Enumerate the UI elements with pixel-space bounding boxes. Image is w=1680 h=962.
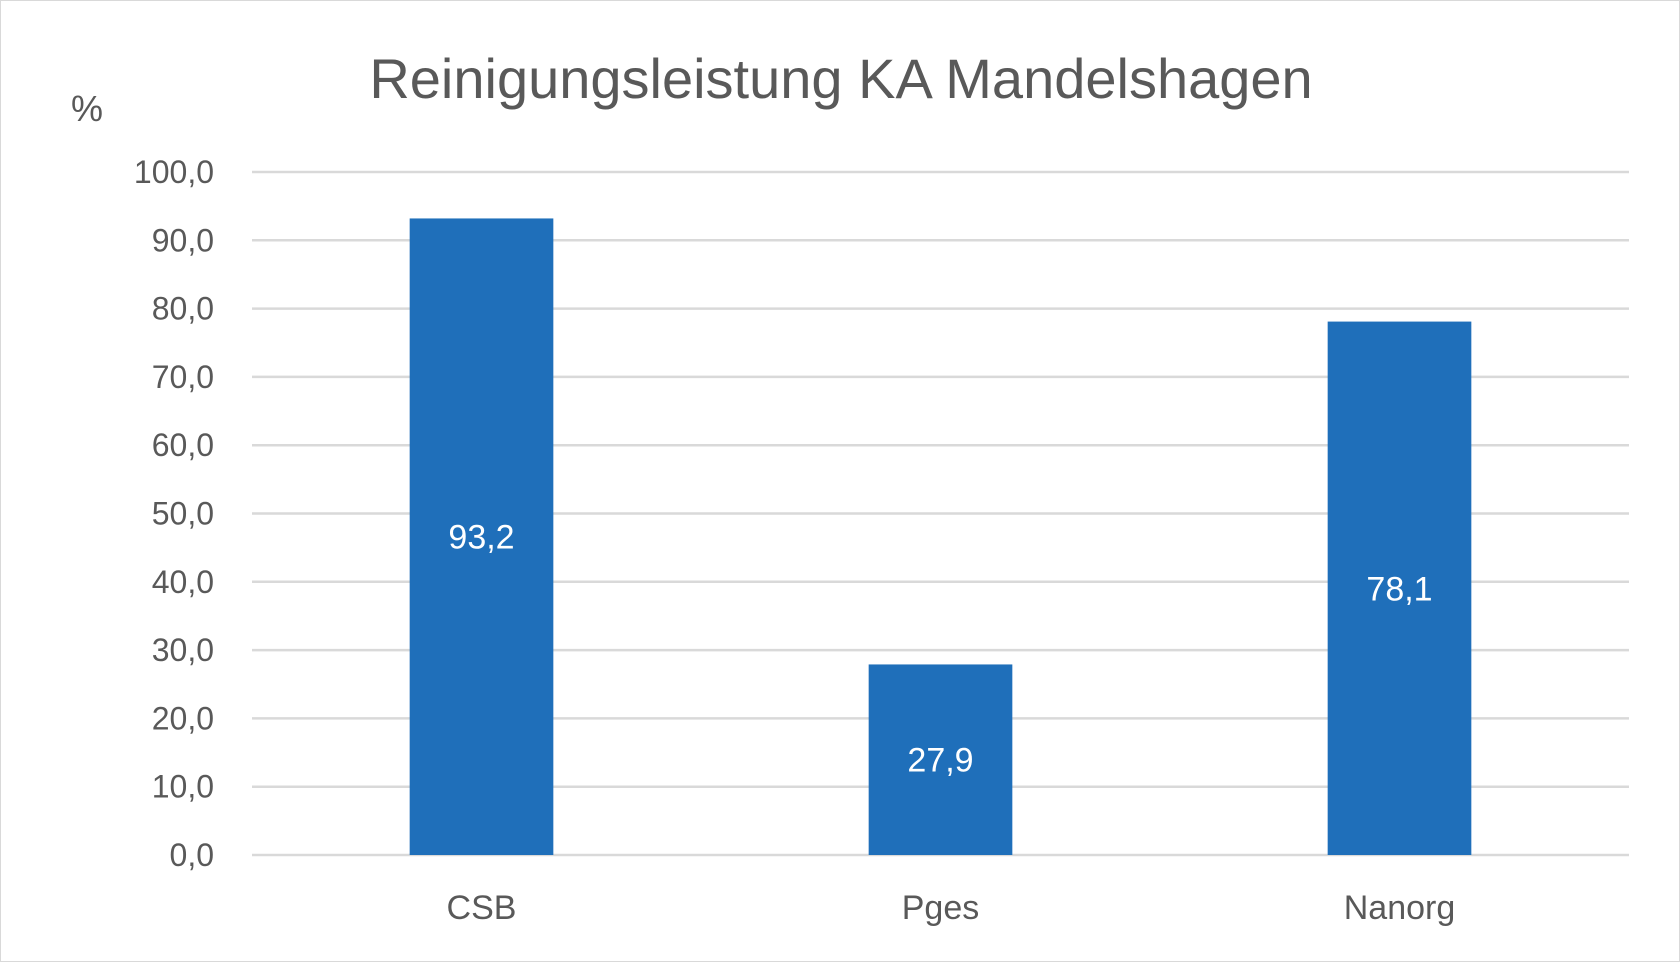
x-axis-categories: CSB Pges Nanorg bbox=[447, 889, 1456, 927]
y-tick-label: 40,0 bbox=[152, 564, 214, 600]
y-tick-label: 80,0 bbox=[152, 291, 214, 327]
data-label: 78,1 bbox=[1366, 570, 1432, 608]
y-tick-label: 100,0 bbox=[134, 154, 214, 190]
y-axis-ticks: 0,0 10,0 20,0 30,0 40,0 50,0 60,0 70,0 80,0 90,0 1… bbox=[134, 154, 214, 873]
data-label: 93,2 bbox=[448, 519, 514, 557]
y-axis-unit-label: % bbox=[71, 88, 103, 129]
y-tick-label: 20,0 bbox=[152, 700, 214, 736]
bars: 93,2 27,9 78,1 bbox=[409, 218, 1472, 856]
y-tick-label: 10,0 bbox=[152, 769, 214, 805]
y-tick-label: 0,0 bbox=[170, 837, 214, 873]
bar-nanorg bbox=[1327, 321, 1472, 855]
y-tick-label: 30,0 bbox=[152, 632, 214, 668]
y-tick-label: 70,0 bbox=[152, 359, 214, 395]
y-tick-label: 60,0 bbox=[152, 427, 214, 463]
x-category-label: Pges bbox=[902, 889, 980, 927]
y-tick-label: 50,0 bbox=[152, 496, 214, 532]
y-tick-label: 90,0 bbox=[152, 222, 214, 258]
bar-pges bbox=[868, 664, 1013, 855]
data-label: 27,9 bbox=[907, 742, 973, 780]
chart-title: Reinigungsleistung KA Mandelshagen bbox=[369, 47, 1312, 110]
bar-csb bbox=[409, 218, 554, 856]
x-category-label: CSB bbox=[447, 889, 517, 927]
x-category-label: Nanorg bbox=[1344, 889, 1456, 927]
